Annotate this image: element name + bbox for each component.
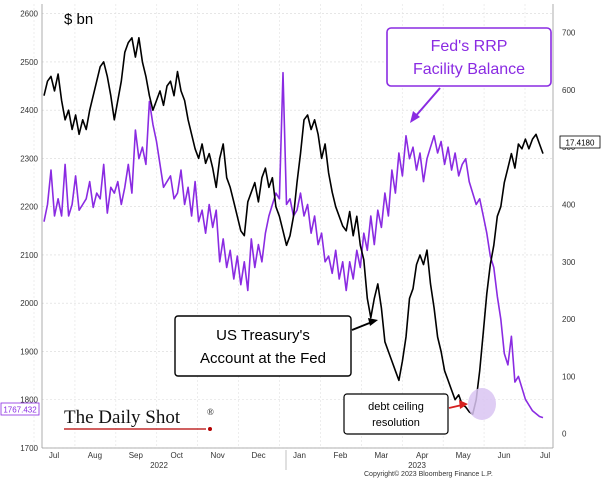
annotation-rrp-line2: Facility Balance	[413, 61, 525, 78]
annotation-rrp-arrowhead	[410, 111, 420, 123]
brand-logo-mark: ®	[207, 407, 214, 417]
debt-ceiling-highlight	[468, 388, 496, 420]
annotation-rrp: Fed's RRP Facility Balance	[386, 27, 552, 123]
left-tick-label: 2300	[20, 154, 38, 163]
right-tick-label: 400	[562, 201, 576, 210]
right-tick-label: 0	[562, 430, 567, 439]
left-tick-label: 1800	[20, 396, 38, 405]
annotation-tga-line1: US Treasury's	[216, 327, 310, 344]
x-tick-label: Jul	[540, 451, 550, 460]
left-tick-label: 1900	[20, 347, 38, 356]
x-tick-label: Aug	[88, 451, 102, 460]
x-tick-label: Dec	[251, 451, 265, 460]
annotation-rrp-arrow	[413, 87, 441, 119]
year-labels: 2022 2023	[150, 461, 426, 470]
annotation-debt-line2: resolution	[372, 417, 420, 429]
x-tick-label: Jan	[293, 451, 306, 460]
left-tick-label: 2400	[20, 106, 38, 115]
series-line-tga	[43, 37, 544, 415]
x-tick-label: Feb	[334, 451, 348, 460]
annotation-debt-ceiling: debt ceiling resolution	[343, 388, 496, 435]
right-tick-label: 600	[562, 86, 576, 95]
last-value-right: 17.4180	[559, 135, 601, 149]
x-tick-label: Mar	[374, 451, 388, 460]
annotation-tga-arrow	[351, 321, 373, 331]
annotation-tga-line2: Account at the Fed	[200, 350, 326, 367]
left-tick-label: 1700	[20, 444, 38, 453]
year-label: 2023	[408, 461, 426, 470]
brand-logo: The Daily Shot ®	[64, 407, 214, 431]
left-tick-label: 2000	[20, 299, 38, 308]
last-value-left-text: 1767.432	[3, 406, 37, 415]
right-tick-label: 200	[562, 315, 576, 324]
left-tick-label: 2500	[20, 58, 38, 67]
x-tick-label: May	[456, 451, 471, 460]
right-tick-label: 100	[562, 372, 576, 381]
right-tick-label: 700	[562, 29, 576, 38]
left-axis-ticks: 1700 1800 1900 2000 2100 2200 2300 2400 2500 2600	[20, 10, 38, 453]
annotation-tga-arrowhead	[368, 318, 378, 326]
x-tick-label: Apr	[416, 451, 429, 460]
x-tick-label: Jun	[498, 451, 511, 460]
brand-dot	[208, 427, 212, 431]
annotation-debt-line1: debt ceiling	[368, 401, 424, 413]
last-value-left: 1767.432	[0, 402, 40, 416]
brand-logo-text: The Daily Shot	[64, 407, 181, 428]
year-label: 2022	[150, 461, 168, 470]
annotation-rrp-line1: Fed's RRP	[431, 38, 508, 55]
footer-copyright: Copyright© 2023 Bloomberg Finance L.P.	[364, 470, 493, 478]
left-tick-label: 2100	[20, 251, 38, 260]
x-tick-label: Sep	[129, 451, 144, 460]
annotation-debt-arrowhead	[459, 400, 468, 409]
x-tick-label: Jul	[49, 451, 59, 460]
last-value-right-text: 17.4180	[566, 139, 595, 148]
unit-label: $ bn	[64, 11, 93, 28]
x-axis-ticks: Jul Aug Sep Oct Nov Dec Jan Feb Mar Apr May Jun Jul	[49, 451, 550, 460]
right-tick-label: 300	[562, 258, 576, 267]
left-tick-label: 2600	[20, 10, 38, 19]
x-tick-label: Nov	[211, 451, 225, 460]
left-tick-label: 2200	[20, 203, 38, 212]
x-tick-label: Oct	[171, 451, 184, 460]
annotation-tga: US Treasury's Account at the Fed	[174, 315, 378, 377]
